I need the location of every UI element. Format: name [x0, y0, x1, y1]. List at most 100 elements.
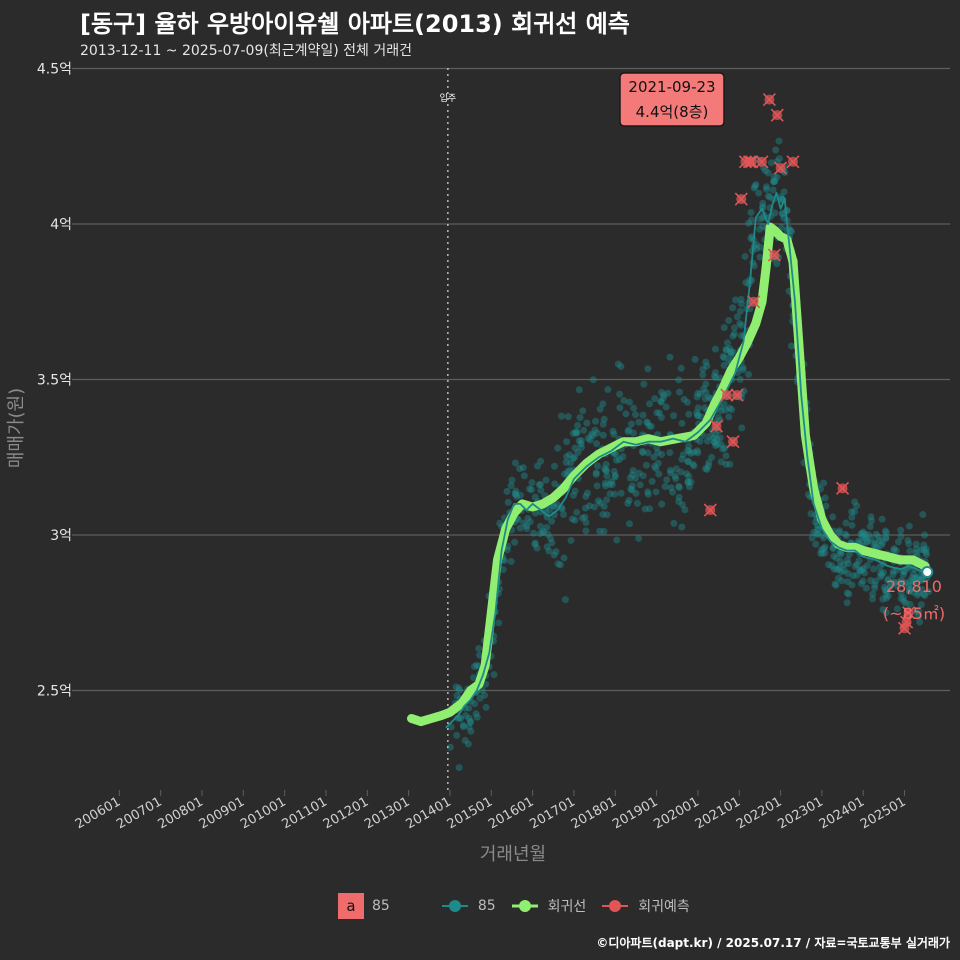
scatter-point [717, 407, 725, 415]
scatter-point [882, 534, 890, 542]
scatter-point [635, 469, 643, 477]
scatter-point [455, 764, 463, 772]
scatter-point [662, 403, 670, 411]
scatter-point [737, 295, 745, 303]
peak-date-label: 2021-09-23 [628, 78, 715, 96]
scatter-point [762, 183, 770, 191]
scatter-point [589, 376, 597, 384]
legend-item-prediction: 회귀예측 [600, 893, 690, 919]
scatter-point [571, 444, 579, 452]
scatter-point [882, 529, 890, 537]
scatter-point [764, 192, 772, 200]
scatter-point [601, 479, 609, 487]
scatter-point [773, 173, 781, 181]
scatter-point [596, 527, 604, 535]
scatter-point [571, 453, 579, 461]
scatter-point [664, 389, 672, 397]
scatter-point [537, 481, 545, 489]
scatter-point [471, 700, 479, 708]
scatter-point [667, 484, 675, 492]
scatter-point [569, 429, 577, 437]
scatter-point [542, 476, 550, 484]
scatter-point [817, 485, 825, 493]
scatter-point [584, 434, 592, 442]
scatter-point [752, 180, 760, 188]
scatter-point [599, 511, 607, 519]
scatter-point [849, 572, 857, 580]
scatter-point [551, 480, 559, 488]
scatter-point [872, 577, 880, 585]
chart-title: [동구] 율하 우방아이유쉘 아파트(2013) 회귀선 예측 [80, 10, 630, 38]
scatter-point [861, 530, 869, 538]
scatter-point [528, 479, 536, 487]
scatter-point [920, 546, 928, 554]
scatter-point [756, 215, 764, 223]
scatter-point [684, 478, 692, 486]
scatter-point [593, 482, 601, 490]
scatter-point [534, 462, 542, 470]
scatter-point [636, 481, 644, 489]
prediction-point [745, 155, 759, 169]
scatter-point [683, 470, 691, 478]
scatter-point [685, 410, 693, 418]
scatter-point [739, 366, 747, 374]
scatter-point [913, 582, 921, 590]
scatter-point [701, 404, 709, 412]
scatter-point [629, 466, 637, 474]
legend-key-area: a [338, 893, 364, 919]
scatter-point [550, 551, 558, 559]
scatter-point [524, 514, 532, 522]
scatter-point [759, 222, 767, 230]
scatter-point [829, 513, 837, 521]
legend-item-regression: 회귀선 [510, 893, 586, 919]
scatter-point [807, 510, 815, 518]
prediction-point [835, 481, 850, 495]
scatter-point [593, 440, 601, 448]
legend-label-area: 85 [372, 898, 390, 914]
scatter-point [579, 407, 587, 415]
scatter-point [671, 472, 679, 480]
scatter-point [526, 518, 534, 526]
scatter-point [741, 252, 749, 260]
scatter-point [670, 519, 678, 527]
scatter-point [464, 740, 472, 748]
scatter-point [678, 523, 686, 531]
scatter-point [913, 573, 921, 581]
scatter-point [459, 721, 467, 729]
scatter-point [616, 390, 624, 398]
scatter-point [836, 549, 844, 557]
scatter-point [855, 557, 863, 565]
scatter-point [602, 482, 610, 490]
scatter-point [592, 469, 600, 477]
scatter-point [591, 426, 599, 434]
scatter-point [899, 571, 907, 579]
scatter-point [745, 370, 753, 378]
x-tick-label: 201801 [569, 794, 619, 832]
scatter-point [702, 388, 710, 396]
scatter-point [821, 549, 829, 557]
scatter-point [737, 300, 745, 308]
scatter-point [912, 608, 920, 616]
scatter-point [666, 449, 674, 457]
scatter-point [690, 462, 698, 470]
scatter-point [922, 551, 930, 559]
scatter-point [582, 527, 590, 535]
scatter-point [874, 533, 882, 541]
scatter-point [905, 580, 913, 588]
scatter-point [696, 437, 704, 445]
scatter-point [681, 506, 689, 514]
scatter-point [912, 545, 920, 553]
x-tick-label: 201201 [321, 794, 371, 832]
scatter-point [675, 493, 683, 501]
chart-subtitle: 2013-12-11 ~ 2025-07-09(최근계약일) 전체 거래건 [80, 43, 412, 59]
scatter-point [812, 518, 820, 526]
scatter-point [920, 590, 928, 598]
scatter-point [539, 527, 547, 535]
scatter-point [639, 472, 647, 480]
scatter-point [857, 580, 865, 588]
scatter-point [821, 543, 829, 551]
grid-lines [72, 67, 950, 796]
scatter-point [756, 243, 764, 251]
scatter-point [603, 511, 611, 519]
y-tick-label: 4.5억 [37, 62, 72, 78]
